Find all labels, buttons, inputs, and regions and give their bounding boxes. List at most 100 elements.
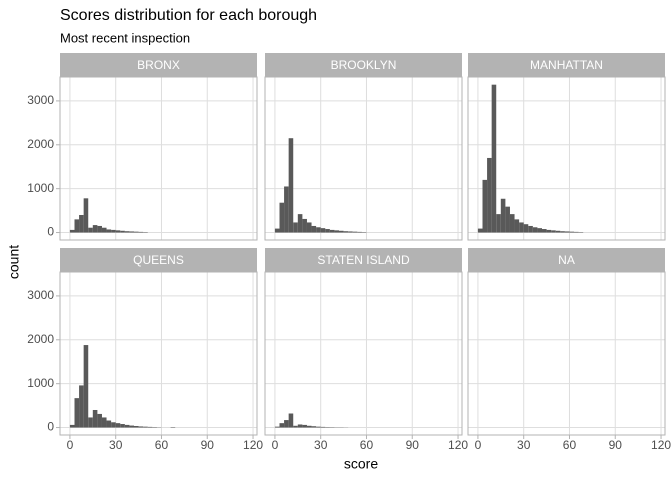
histogram-bar [297, 424, 303, 428]
panel-border [467, 76, 666, 241]
x-tick-label: 0 [67, 438, 74, 452]
facet-label: NA [558, 253, 575, 267]
histogram-bar [311, 426, 317, 428]
histogram-bar [101, 227, 107, 233]
histogram-bar [92, 225, 98, 233]
histogram-bar [514, 219, 520, 233]
histogram-bar [106, 420, 112, 428]
panel-border [59, 76, 258, 241]
histogram-bar [111, 229, 116, 233]
histogram-bar [343, 231, 349, 233]
histogram-bar [79, 385, 84, 428]
histogram-bar [297, 214, 303, 233]
histogram-bar [97, 225, 102, 233]
histogram-bar [284, 420, 289, 428]
panel-border [264, 271, 463, 436]
panel-border [59, 271, 258, 436]
histogram-bar [106, 229, 112, 233]
histogram-bar [74, 219, 80, 233]
histogram-bar [288, 138, 294, 233]
histogram-bar [69, 424, 75, 428]
histogram-bar [115, 230, 121, 233]
histogram-bar [83, 198, 89, 233]
histogram-bar [339, 230, 344, 233]
y-tick-label: 1000 [27, 376, 54, 390]
histogram-bar [279, 423, 285, 428]
histogram-bar [320, 426, 326, 428]
x-tick-label: 60 [155, 438, 169, 452]
histogram-bar [523, 224, 529, 233]
facet-strip [468, 53, 665, 77]
x-tick-label: 30 [109, 438, 123, 452]
chart-title: Scores distribution for each borough [60, 7, 317, 24]
panel-border [467, 271, 666, 436]
histogram-bar [574, 231, 579, 233]
histogram-bar [293, 222, 298, 233]
chart-subtitle: Most recent inspection [60, 30, 190, 45]
facet-label: QUEENS [133, 253, 184, 267]
histogram-bar [546, 229, 552, 233]
histogram-bar [74, 398, 80, 428]
histogram-bar [120, 230, 125, 233]
y-axis-label: count [6, 245, 22, 279]
histogram-bar [274, 426, 280, 428]
histogram-bar [115, 423, 121, 428]
histogram-bar [284, 186, 289, 233]
histogram-bar [555, 230, 561, 233]
histogram-bar [325, 229, 330, 233]
histogram-bar [560, 231, 565, 233]
histogram-bar [124, 424, 130, 428]
histogram-bar [83, 345, 89, 428]
x-tick-label: 0 [272, 438, 279, 452]
histogram-bar [79, 214, 84, 233]
histogram-bar [352, 231, 358, 233]
histogram-bar [129, 231, 135, 233]
histogram-bar [569, 231, 575, 233]
y-tick-label: 3000 [27, 288, 54, 302]
histogram-bar [537, 228, 543, 233]
histogram-bar [129, 425, 135, 428]
histogram-bar [88, 227, 93, 233]
histogram-bar [532, 227, 538, 233]
facet-label: STATEN ISLAND [317, 253, 410, 267]
histogram-bar [482, 179, 488, 233]
x-tick-label: 90 [406, 438, 420, 452]
x-tick-label: 120 [243, 438, 263, 452]
histogram-bar [279, 202, 285, 233]
facet-label: MANHATTAN [530, 58, 603, 72]
panel-background [60, 77, 257, 240]
facet-strip [60, 248, 257, 272]
panel-background [468, 272, 665, 435]
y-tick-label: 1000 [27, 181, 54, 195]
histogram-bar [329, 229, 335, 233]
y-tick-label: 2000 [27, 137, 54, 151]
panel-background [265, 272, 462, 435]
histogram-bar [311, 225, 317, 233]
histogram-bar [138, 426, 144, 428]
histogram-bar [97, 413, 102, 428]
histogram-bar [134, 231, 139, 233]
x-tick-label: 90 [201, 438, 215, 452]
facet-strip [60, 53, 257, 77]
histogram-bar [528, 225, 533, 233]
x-tick-label: 120 [651, 438, 671, 452]
facet-strip [468, 248, 665, 272]
facet-strip [265, 53, 462, 77]
histogram-bar [293, 425, 298, 428]
histogram-bar [69, 229, 75, 233]
histogram-bar [477, 228, 483, 233]
histogram-bar [348, 231, 353, 233]
panel-background [60, 272, 257, 435]
histogram-bar [316, 227, 321, 233]
histogram-bar [111, 422, 116, 428]
facet-label: BROOKLYN [331, 58, 397, 72]
x-tick-label: 120 [448, 438, 468, 452]
x-tick-label: 0 [475, 438, 482, 452]
panel-border [264, 76, 463, 241]
histogram-bar [509, 214, 515, 233]
x-tick-label: 60 [563, 438, 577, 452]
y-tick-label: 2000 [27, 332, 54, 346]
histogram-bar [120, 424, 125, 428]
histogram-bar [496, 214, 501, 233]
